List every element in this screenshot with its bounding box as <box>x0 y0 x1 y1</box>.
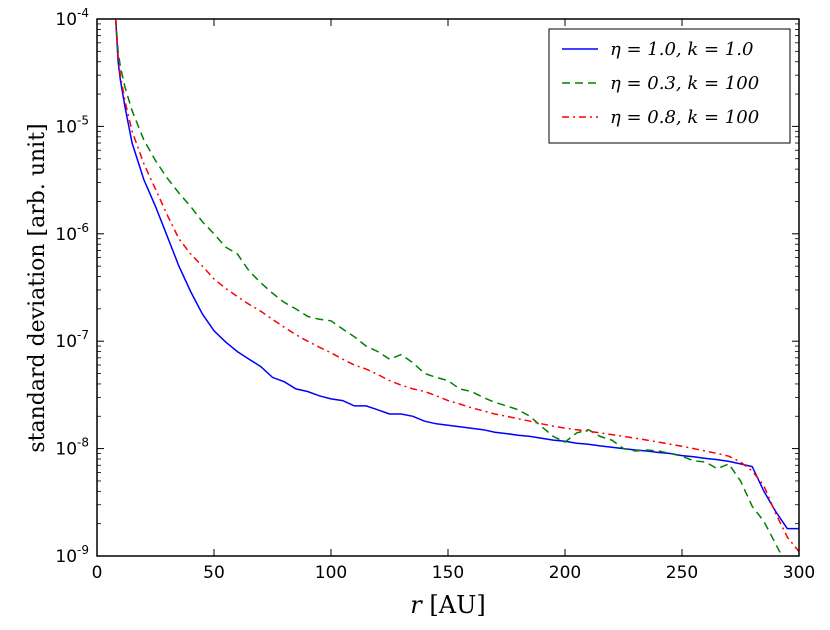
x-tick-label: 300 <box>783 563 815 583</box>
x-axis-label: r [AU] <box>410 591 485 619</box>
legend-label-3: η = 0.8, k = 100 <box>610 107 759 128</box>
series-line-2 <box>114 19 783 556</box>
y-tick-label: 10-8 <box>55 436 89 460</box>
y-tick-label: 10-5 <box>55 113 89 137</box>
series-line-3 <box>114 19 799 553</box>
legend-label-2: η = 0.3, k = 100 <box>610 73 759 94</box>
x-tick-label: 150 <box>432 563 464 583</box>
x-tick-label: 50 <box>203 563 225 583</box>
y-axis-label: standard deviation [arb. unit] <box>25 123 50 452</box>
x-axis-label-var: r <box>410 591 423 619</box>
y-tick-label: 10-9 <box>55 543 89 567</box>
x-tick-label: 200 <box>549 563 581 583</box>
x-tick-label: 100 <box>315 563 347 583</box>
series-line-1 <box>114 19 799 530</box>
ticks-layer: 0 50 100 150 200 250 300 10-9 10-8 10-7 10-6 10-5 10… <box>55 6 815 583</box>
y-tick-label: 10-4 <box>55 6 89 30</box>
legend-label-1: η = 1.0, k = 1.0 <box>610 39 753 60</box>
legend-box <box>548 28 791 144</box>
legend: η = 1.0, k = 1.0 η = 0.3, k = 100 η = 0.8,… <box>548 28 791 144</box>
series-layer <box>114 19 799 556</box>
y-tick-label: 10-7 <box>55 328 89 352</box>
x-axis-label-unit: [AU] <box>429 591 485 619</box>
y-tick-label: 10-6 <box>55 221 89 245</box>
x-tick-label: 0 <box>92 563 103 583</box>
x-tick-label: 250 <box>666 563 698 583</box>
